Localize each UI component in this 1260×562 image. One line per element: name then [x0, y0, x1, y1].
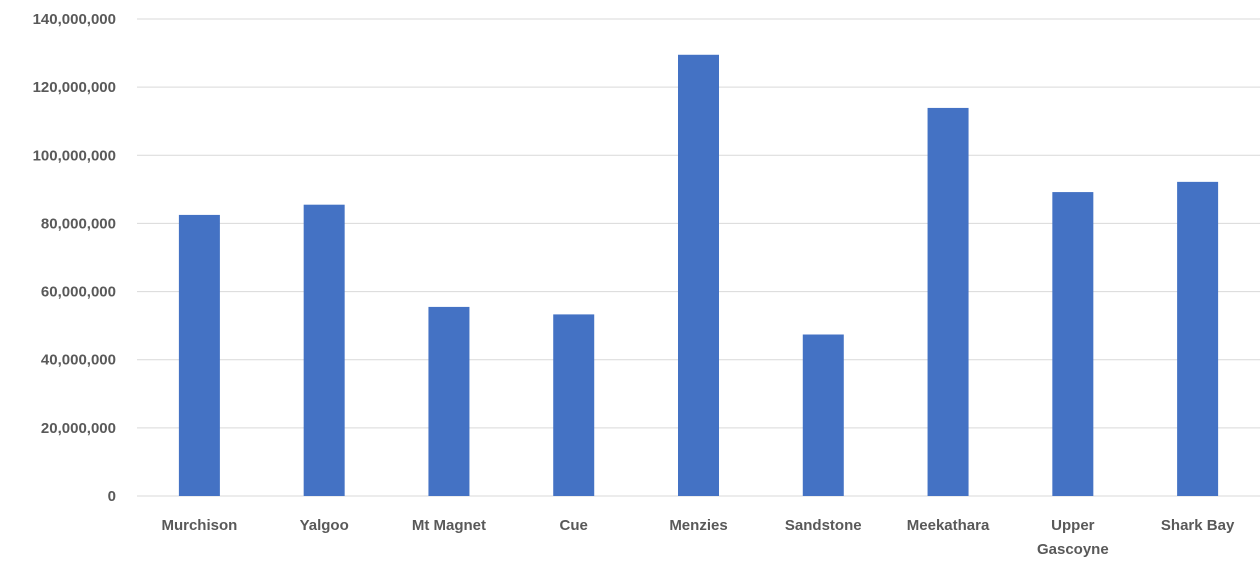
- y-axis-tick-labels: 0 20,000,000 40,000,000 60,000,000 80,000,00…: [33, 11, 116, 505]
- bar: [927, 107, 969, 497]
- x-tick-label-line: Sandstone: [785, 517, 862, 534]
- x-tick-label-line: Gascoyne: [1037, 541, 1109, 558]
- x-tick-label: Cue: [560, 517, 588, 534]
- x-tick-label-line: Upper: [1051, 517, 1095, 534]
- y-tick-label: 80,000,000: [41, 215, 116, 232]
- bar: [178, 214, 220, 497]
- y-tick-label: 120,000,000: [33, 79, 116, 96]
- x-tick-label-line: Yalgoo: [300, 517, 349, 534]
- x-axis-category-labels: Murchison Yalgoo Mt Magnet Cue Menzies Sandst…: [161, 517, 1234, 558]
- y-tick-label: 60,000,000: [41, 284, 116, 301]
- x-tick-label-line: Menzies: [669, 517, 727, 534]
- bar: [1052, 192, 1094, 496]
- x-tick-label: Meekathara: [907, 517, 990, 534]
- x-tick-label-line: Cue: [560, 517, 588, 534]
- x-tick-label: Shark Bay: [1161, 517, 1235, 534]
- bar: [1177, 181, 1219, 496]
- x-tick-label-line: Shark Bay: [1161, 517, 1235, 534]
- y-tick-label: 20,000,000: [41, 420, 116, 437]
- bar: [553, 314, 595, 496]
- y-tick-label: 140,000,000: [33, 11, 116, 28]
- x-tick-label-line: Meekathara: [907, 517, 990, 534]
- x-tick-label: Upper Gascoyne: [1037, 517, 1109, 558]
- x-tick-label-line: Murchison: [161, 517, 237, 534]
- x-tick-label-line: Mt Magnet: [412, 517, 486, 534]
- bars: [178, 54, 1219, 497]
- y-tick-label: 40,000,000: [41, 352, 116, 369]
- x-tick-label: Murchison: [161, 517, 237, 534]
- bar: [802, 334, 844, 496]
- y-tick-label: 0: [108, 488, 116, 505]
- bar: [678, 54, 719, 497]
- y-tick-label: 100,000,000: [33, 147, 116, 164]
- x-tick-label: Sandstone: [785, 517, 862, 534]
- bar: [428, 306, 470, 496]
- x-tick-label: Menzies: [669, 517, 727, 534]
- x-tick-label: Yalgoo: [300, 517, 349, 534]
- x-tick-label: Mt Magnet: [412, 517, 486, 534]
- bar: [303, 204, 345, 497]
